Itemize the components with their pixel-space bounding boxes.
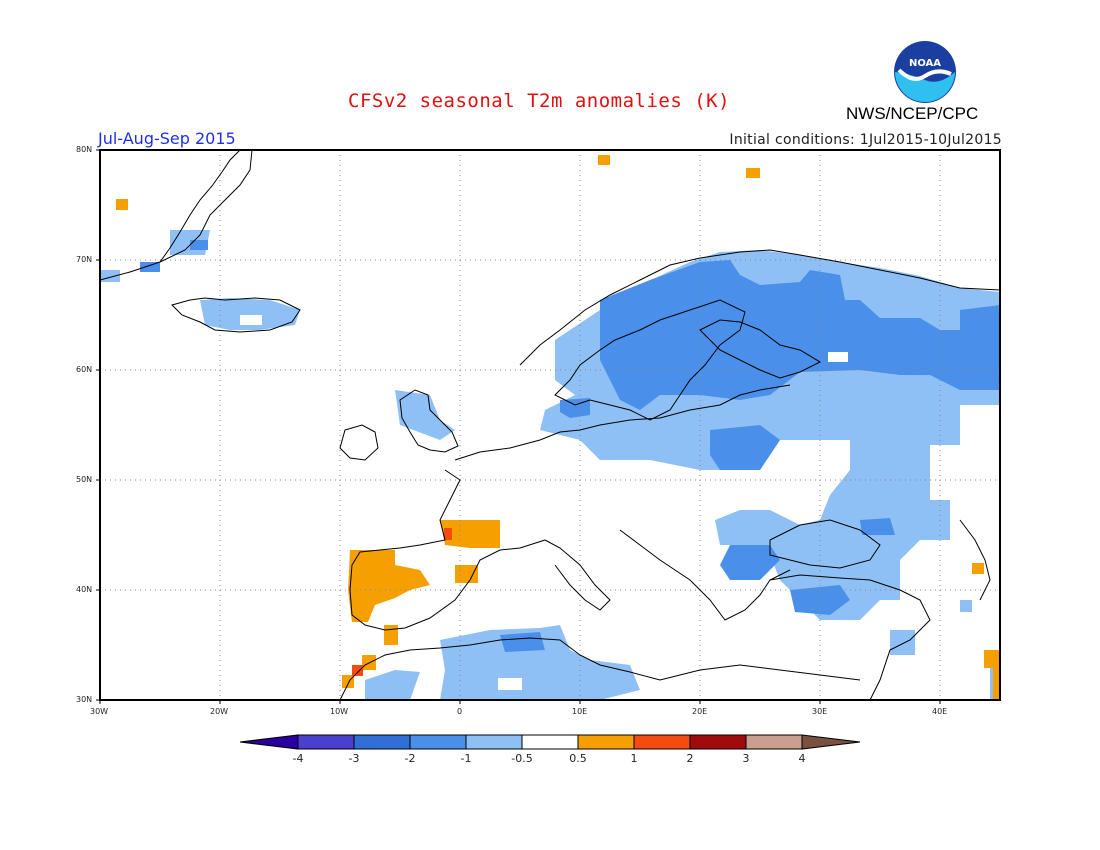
lat-label: 70N: [76, 255, 93, 264]
noaa-logo: NOAA: [893, 40, 957, 104]
anomaly-light-blue: [100, 230, 1000, 700]
lon-label: 30W: [90, 707, 109, 716]
colorbar-bin: [689, 734, 747, 750]
initial-conditions: Initial conditions: 1Jul2015-10Jul2015: [729, 132, 1002, 148]
colorbar-label: -2: [404, 752, 416, 765]
lat-label: 60N: [76, 365, 93, 374]
anomaly-orange: [116, 155, 1000, 700]
logo-text: NOAA: [909, 58, 941, 69]
map-frame: [99, 149, 1001, 701]
lat-label: 30N: [76, 695, 93, 704]
colorbar-label: 4: [798, 752, 806, 765]
colorbar-bin: [353, 734, 411, 750]
coastlines: [99, 149, 1001, 701]
lon-label: 10E: [572, 707, 588, 716]
colorbar-label: -3: [348, 752, 360, 765]
colorbar-bin: [297, 734, 355, 750]
colorbar-arrow-low: [240, 734, 299, 750]
map-title: CFSv2 seasonal T2m anomalies (K): [348, 90, 731, 112]
lat-label: 40N: [76, 585, 93, 594]
colorbar-label: 1: [630, 752, 638, 765]
lat-label: 50N: [76, 475, 93, 484]
anomaly-fields: [100, 155, 1000, 700]
gridlines: [100, 150, 1000, 700]
lon-label: 10W: [330, 707, 349, 716]
lon-label: 30E: [812, 707, 828, 716]
colorbar-label: 0.5: [569, 752, 587, 765]
colorbar-bin: [521, 734, 579, 750]
lon-label: 20E: [692, 707, 708, 716]
lon-label: 40E: [932, 707, 948, 716]
colorbar-bin: [577, 734, 635, 750]
colorbar-label: -4: [292, 752, 304, 765]
colorbar-label: -1: [460, 752, 472, 765]
colorbar: [240, 734, 861, 750]
agency-label: NWS/NCEP/CPC: [846, 104, 979, 123]
colorbar-bin: [745, 734, 803, 750]
colorbar-label: 2: [686, 752, 694, 765]
colorbar-bin: [633, 734, 691, 750]
colorbar-bin: [409, 734, 467, 750]
anomaly-red: [352, 528, 452, 676]
lat-label: 80N: [76, 145, 93, 154]
lon-label: 20W: [210, 707, 229, 716]
colorbar-arrow-high: [801, 734, 861, 750]
lon-label: 0: [457, 707, 463, 716]
colorbar-label: -0.5: [511, 752, 533, 765]
colorbar-bin: [465, 734, 523, 750]
colorbar-label: 3: [742, 752, 750, 765]
forecast-period: Jul-Aug-Sep 2015: [98, 129, 236, 148]
